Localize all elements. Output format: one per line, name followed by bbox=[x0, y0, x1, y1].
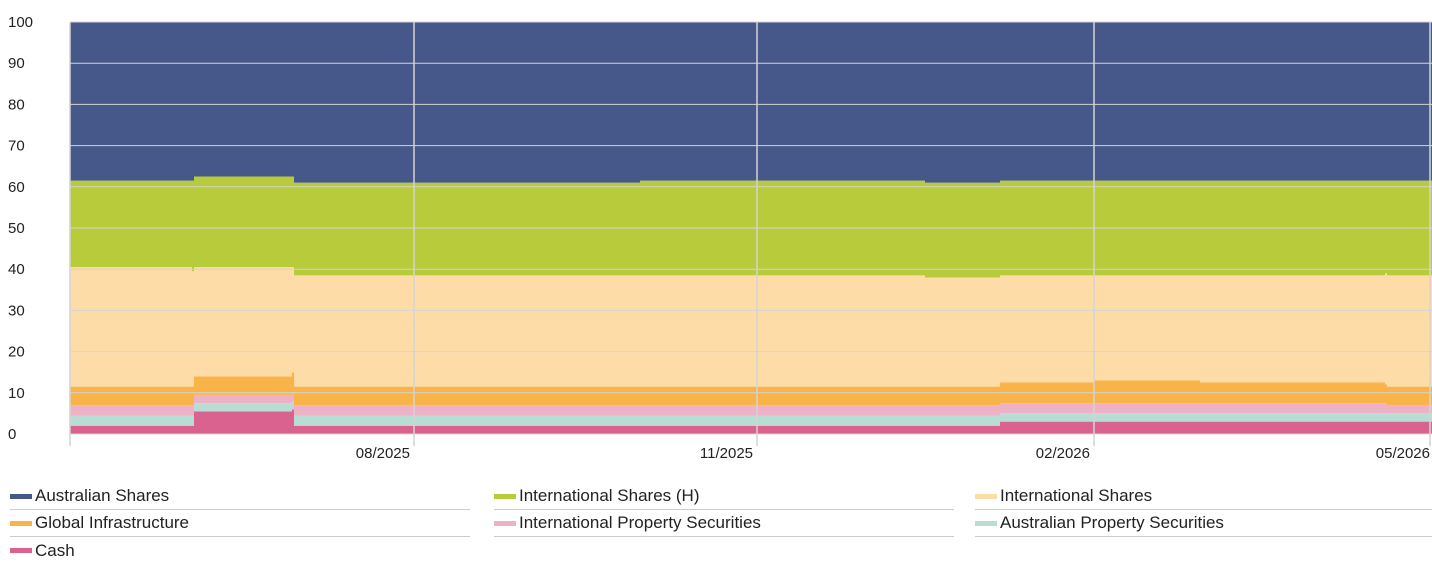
x-tick-label: 02/2026 bbox=[1036, 445, 1090, 462]
x-tick-label: 11/2025 bbox=[700, 445, 753, 462]
allocation-area-chart: 0 10 20 30 40 50 60 70 80 90 100 08/2025 11/2025 02/2… bbox=[8, 14, 1432, 462]
legend-label: Australian Property Securities bbox=[1000, 513, 1224, 532]
area-series-global-infrastructure bbox=[70, 372, 1432, 410]
legend-item-international-shares-h[interactable]: International Shares (H) bbox=[494, 483, 954, 510]
legend-item-international-shares[interactable]: International Shares bbox=[975, 483, 1432, 510]
legend-swatch bbox=[10, 548, 32, 553]
y-tick-label: 80 bbox=[8, 96, 25, 113]
area-series-cash bbox=[70, 409, 1432, 434]
y-tick-label: 90 bbox=[8, 55, 25, 72]
y-tick-label: 100 bbox=[8, 14, 33, 31]
area-series-international-shares bbox=[70, 267, 1432, 389]
legend-label: International Shares bbox=[1000, 486, 1153, 505]
y-tick-label: 60 bbox=[8, 179, 25, 196]
legend-item-australian-property-securities[interactable]: Australian Property Securities bbox=[975, 510, 1432, 537]
legend-swatch bbox=[10, 520, 32, 526]
legend-item-international-property-securities[interactable]: International Property Securities bbox=[494, 510, 954, 537]
legend-swatch bbox=[975, 493, 997, 499]
y-tick-label: 40 bbox=[8, 261, 25, 278]
area-series-international-property-securities bbox=[70, 392, 1432, 418]
legend-swatch bbox=[494, 493, 516, 499]
legend-item-global-infrastructure[interactable]: Global Infrastructure bbox=[10, 510, 470, 537]
y-tick-label: 30 bbox=[8, 302, 25, 319]
area-series-australian-property-securities bbox=[70, 401, 1432, 426]
legend-item-australian-shares[interactable]: Australian Shares bbox=[10, 483, 470, 510]
y-tick-label: 0 bbox=[8, 426, 16, 443]
legend-label: Australian Shares bbox=[35, 486, 170, 505]
y-tick-label: 10 bbox=[8, 385, 25, 402]
area-series-australian-shares bbox=[70, 22, 1432, 183]
legend-label: Global Infrastructure bbox=[35, 513, 190, 532]
legend-item-cash[interactable]: Cash bbox=[10, 537, 470, 564]
x-tick-label: 05/2026 bbox=[1376, 445, 1430, 462]
area-series-international-shares-h bbox=[70, 176, 1432, 278]
legend-label: International Shares (H) bbox=[519, 486, 700, 505]
y-tick-label: 20 bbox=[8, 344, 25, 361]
legend-swatch bbox=[494, 520, 516, 526]
legend-label: International Property Securities bbox=[519, 513, 761, 532]
chart-legend: Australian Shares International Shares (… bbox=[0, 483, 1432, 565]
y-tick-label: 50 bbox=[8, 220, 25, 237]
legend-swatch bbox=[10, 493, 32, 499]
x-tick-label: 08/2025 bbox=[356, 445, 410, 462]
legend-swatch bbox=[975, 520, 997, 526]
legend-label: Cash bbox=[35, 540, 75, 560]
y-tick-label: 70 bbox=[8, 138, 25, 155]
